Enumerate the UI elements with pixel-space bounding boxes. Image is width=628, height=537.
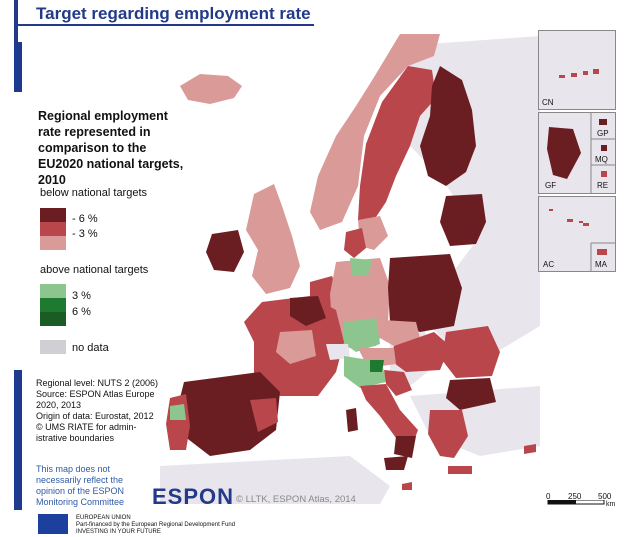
source-line: istrative boundaries (36, 433, 115, 443)
eu-flag-icon (38, 514, 68, 534)
disclaimer-line: opinion of the ESPON (36, 486, 125, 496)
region-crete (448, 466, 472, 474)
scale-tick-0: 0 (546, 492, 551, 501)
disclaimer-note: This map does not necessarily reflect th… (36, 464, 156, 508)
region-great-britain (246, 184, 300, 294)
region-slovakia-hungary (390, 332, 450, 372)
legend-swatch-below-light (40, 236, 66, 250)
region-italy-south (394, 436, 416, 458)
title-underline (14, 24, 314, 26)
legend-below-heading: below national targets (40, 187, 148, 199)
region-greece (428, 410, 468, 458)
scale-bar: 0 250 500 km (546, 492, 616, 508)
region-spain (178, 372, 280, 456)
inset-gf-map (547, 113, 615, 193)
legend-label-minus6: - 6 % (72, 213, 98, 225)
side-accent-bottom (14, 370, 22, 510)
disclaimer-line: Monitoring Committee (36, 497, 125, 507)
legend-label-minus3: - 3 % (72, 228, 98, 240)
footer-line: INVESTING IN YOUR FUTURE (76, 529, 161, 535)
region-slovenia (370, 360, 384, 372)
region-poland (388, 254, 462, 332)
disclaimer-line: This map does not (36, 464, 111, 474)
region-italy (360, 384, 418, 446)
europe-map (160, 34, 540, 504)
footer-line: EUROPEAN UNION (76, 515, 131, 521)
footer-line: Part-financed by the European Regional D… (76, 522, 236, 528)
non-eu-africa (160, 456, 390, 504)
inset-label-gf: GF (545, 181, 557, 190)
region-norway (310, 34, 440, 230)
region-portugal-green (170, 404, 186, 420)
region-france-north (290, 296, 326, 326)
inset-cn-map (559, 69, 599, 78)
legend-label-nodata: no data (72, 342, 109, 354)
scale-tick-500: 500 (598, 492, 612, 501)
copyright-note: © LLTK, ESPON Atlas, 2014 (236, 494, 356, 505)
espon-logo: ESPON (152, 484, 235, 509)
region-romania (442, 326, 500, 378)
region-ireland (206, 230, 244, 272)
legend-swatch-plus3 (40, 284, 66, 298)
inset-ac-map (549, 209, 615, 271)
region-sardinia (346, 408, 358, 432)
legend-swatch-minus3 (40, 222, 66, 236)
region-bulgaria (446, 378, 496, 410)
region-france-centre (276, 330, 316, 364)
legend-title: Regional employment rate represented in … (38, 109, 184, 187)
source-line: Regional level: NUTS 2 (2006) (36, 378, 159, 388)
region-sweden (358, 66, 436, 226)
scale-unit: km (606, 501, 616, 508)
source-note: Regional level: NUTS 2 (2006) Source: ES… (36, 378, 196, 444)
inset-label-gp: GP (597, 129, 609, 138)
legend-swatch-above-dark (40, 312, 66, 326)
inset-label-ac: AC (543, 260, 555, 269)
legend-label-plus6: 6 % (72, 306, 91, 318)
scale-bar-graphic (547, 500, 605, 505)
inset-gf: GF GP MQ RE (538, 112, 616, 194)
source-line: © UMS RIATE for admin- (36, 422, 137, 432)
disclaimer-line: necessarily reflect the (36, 475, 124, 485)
region-spain-east (250, 398, 278, 432)
region-baltics (440, 194, 486, 246)
footer-text: EUROPEAN UNION Part-financed by the Euro… (76, 515, 235, 536)
legend-swatch-plus6 (40, 298, 66, 312)
footer: EUROPEAN UNION Part-financed by the Euro… (14, 512, 614, 537)
inset-cn: CN (538, 30, 616, 110)
scale-tick-250: 250 (568, 492, 582, 501)
title-accent-line (14, 0, 18, 42)
region-croatia (384, 370, 412, 396)
legend-above-heading: above national targets (40, 264, 149, 276)
inset-label-mq: MQ (595, 155, 608, 164)
source-line: Source: ESPON Atlas Europe (36, 389, 155, 399)
region-czech (380, 320, 420, 346)
region-germany-north (350, 258, 372, 276)
inset-label-re: RE (597, 181, 609, 190)
inset-ac: AC MA (538, 196, 616, 272)
title-bar: Target regarding employment rate (14, 0, 314, 42)
region-iceland (180, 74, 242, 104)
region-denmark (344, 228, 366, 258)
region-cyprus (524, 444, 536, 454)
map-title: Target regarding employment rate (36, 4, 311, 23)
inset-label-cn: CN (542, 98, 554, 107)
source-line: Origin of data: Eurostat, 2012 (36, 411, 154, 421)
legend-swatch-nodata (40, 340, 66, 354)
legend-label-plus3: 3 % (72, 290, 91, 302)
source-line: 2020, 2013 (36, 400, 82, 410)
side-accent-top (14, 42, 22, 92)
region-malta (402, 482, 412, 490)
region-sweden-south (358, 216, 388, 250)
region-finland (420, 66, 476, 186)
region-sicily (384, 456, 408, 470)
legend-swatch-minus6 (40, 208, 66, 222)
inset-label-ma: MA (595, 260, 607, 269)
region-germany-green (342, 318, 380, 352)
